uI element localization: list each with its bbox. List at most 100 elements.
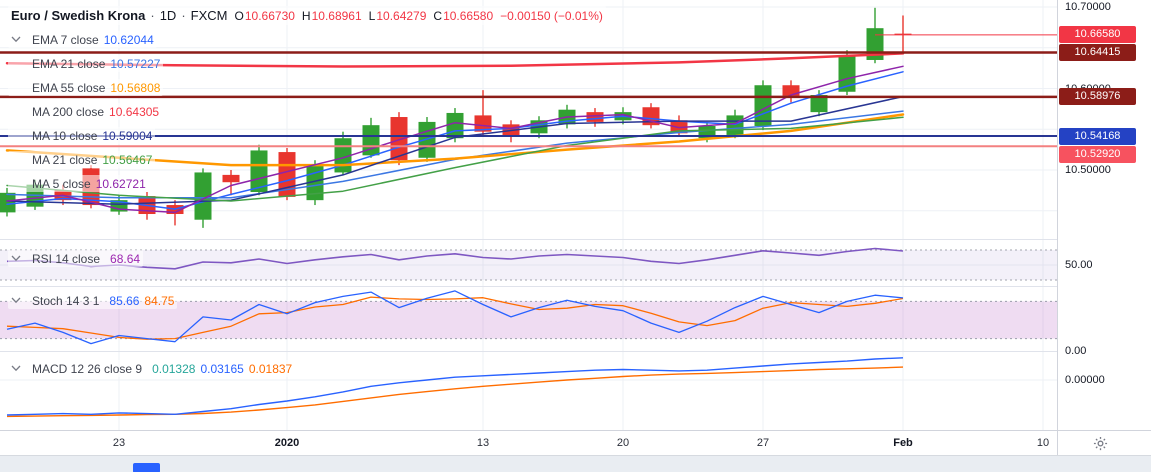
- pane-axis-label: 0.00000: [1065, 374, 1105, 386]
- ohlc-key: H: [301, 9, 311, 23]
- ohlc-value: 10.66580: [443, 9, 494, 23]
- chevron-slot[interactable]: [11, 255, 32, 262]
- legend-row-ma-10-close: MA 10 close 10.59004: [8, 127, 156, 144]
- rsi-legend: RSI 14 close 68.64: [8, 250, 144, 267]
- macd-line: [6, 357, 904, 416]
- candle-body: [810, 95, 828, 113]
- candle-body: [894, 33, 912, 35]
- candle-body: [278, 152, 296, 197]
- candle-body: [194, 172, 212, 220]
- bottom-blue-badge[interactable]: [133, 463, 160, 472]
- time-axis-label: Feb: [893, 437, 913, 449]
- timeframe-label[interactable]: 1D: [159, 8, 177, 23]
- candle-body: [0, 192, 16, 213]
- legend-row-ema-55-close: EMA 55 close 10.56808: [8, 79, 164, 96]
- indicator-value: 0.01837: [248, 361, 293, 376]
- indicator-label: MA 5 close: [32, 176, 91, 191]
- price-axis-label: 10.70000: [1065, 1, 1111, 13]
- indicator-label: RSI 14 close: [32, 251, 101, 266]
- indicator-value: 84.75: [144, 293, 175, 308]
- time-axis-label: 23: [112, 437, 126, 449]
- ohlc-key: C: [433, 9, 443, 23]
- ohlc-value: 10.68961: [311, 9, 362, 23]
- indicator-label: MA 10 close: [32, 128, 98, 143]
- overlay-line-ema-7-close: [6, 71, 904, 210]
- candle-body: [586, 112, 604, 122]
- price-badge: 10.52920: [1059, 145, 1136, 163]
- chevron-slot[interactable]: [11, 297, 32, 304]
- indicator-label: Stoch 14 3 1: [32, 293, 100, 308]
- indicator-value: 0.01328: [152, 361, 196, 376]
- chart-canvas[interactable]: [0, 0, 1057, 430]
- indicator-value: 10.56467: [102, 152, 153, 167]
- chevron-down-icon[interactable]: [11, 365, 21, 372]
- bottom-toolbar-fragment: [0, 455, 1151, 472]
- pane-axis-label: 50.00: [1065, 259, 1093, 271]
- axis-corner-separator: [1057, 431, 1058, 456]
- separator-dot: ·: [150, 8, 155, 23]
- chevron-slot[interactable]: [11, 36, 32, 43]
- settings-gear-icon[interactable]: [1093, 436, 1109, 452]
- ohlc-value: 10.64279: [376, 9, 427, 23]
- indicator-value: 10.57227: [110, 56, 161, 71]
- exchange-label: FXCM: [190, 8, 228, 23]
- rsi-line: [6, 247, 904, 270]
- indicator-label: EMA 21 close: [32, 56, 106, 71]
- rsi-band: [0, 250, 1057, 280]
- time-axis[interactable]: 23 2020 13 20 27 Feb 10: [0, 430, 1151, 456]
- price-axis[interactable]: 10.7000010.6000010.5000050.000.000.00000…: [1057, 0, 1151, 430]
- indicator-label: MA 21 close: [32, 152, 98, 167]
- time-axis-label: 2020: [274, 437, 300, 449]
- price-change: −0.00150 (−0.01%): [500, 8, 603, 23]
- overlay-line-ma-21-close: [6, 116, 904, 202]
- time-axis-label: 20: [616, 437, 630, 449]
- ohlc-key: L: [368, 9, 376, 23]
- macd-legend: MACD 12 26 close 9 0.01328 0.03165 0.01837: [8, 360, 296, 377]
- legend-row-ma-21-close: MA 21 close 10.56467: [8, 151, 156, 168]
- legend-row-ma-200-close: MA 200 close 10.64305: [8, 103, 163, 120]
- chevron-slot[interactable]: [11, 365, 32, 372]
- indicator-value: 85.66: [109, 293, 140, 308]
- overlay-line-ma-5-close: [6, 65, 904, 214]
- indicator-value: 10.56808: [110, 80, 161, 95]
- indicator-value: 10.62721: [95, 176, 146, 191]
- separator-dot: ·: [181, 8, 186, 23]
- candle-body: [838, 55, 856, 92]
- overlay-legend-rows: EMA 7 close 10.62044 EMA 21 close 10.57227 E…: [8, 31, 606, 192]
- indicator-label: EMA 7 close: [32, 32, 99, 47]
- chevron-down-icon[interactable]: [11, 297, 21, 304]
- candle-body: [250, 150, 268, 193]
- candle-body: [110, 200, 128, 212]
- indicator-value: 10.62044: [103, 32, 154, 47]
- price-badge: 10.58976: [1059, 88, 1136, 106]
- candle-body: [390, 117, 408, 161]
- candle-body: [782, 85, 800, 96]
- candle-body: [726, 115, 744, 135]
- overlay-line-ma-10-close: [6, 95, 904, 205]
- chevron-down-icon[interactable]: [11, 255, 21, 262]
- time-axis-label: 13: [476, 437, 490, 449]
- indicator-label: EMA 55 close: [32, 80, 106, 95]
- indicator-label: MACD 12 26 close 9: [32, 361, 143, 376]
- time-axis-label: 27: [756, 437, 770, 449]
- indicator-value: 68.64: [110, 251, 141, 266]
- price-badge: 10.54168: [1059, 127, 1136, 145]
- price-badge: 10.66580: [1059, 26, 1136, 44]
- stoch-k-line: [6, 290, 904, 345]
- indicator-value: 10.59004: [102, 128, 153, 143]
- main-legend: Euro / Swedish Krona · 1D · FXCM O10.667…: [8, 6, 606, 199]
- symbol-title[interactable]: Euro / Swedish Krona: [11, 8, 146, 23]
- indicator-label: MA 200 close: [32, 104, 105, 119]
- ohlc-values: O10.66730 H10.68961 L10.64279 C10.66580: [228, 8, 494, 23]
- candle-body: [222, 174, 240, 183]
- stoch-legend: Stoch 14 3 1 85.66 84.75: [8, 292, 178, 309]
- chevron-down-icon[interactable]: [11, 36, 21, 43]
- ohlc-value: 10.66730: [244, 9, 295, 23]
- indicator-value: 0.03165: [200, 361, 244, 376]
- legend-row-ema-7-close: EMA 7 close 10.62044: [8, 31, 157, 48]
- price-badge: 10.64415: [1059, 44, 1136, 62]
- time-axis-label: 10: [1036, 437, 1050, 449]
- symbol-row: Euro / Swedish Krona · 1D · FXCM O10.667…: [8, 6, 606, 25]
- legend-row-ema-21-close: EMA 21 close 10.57227: [8, 55, 164, 72]
